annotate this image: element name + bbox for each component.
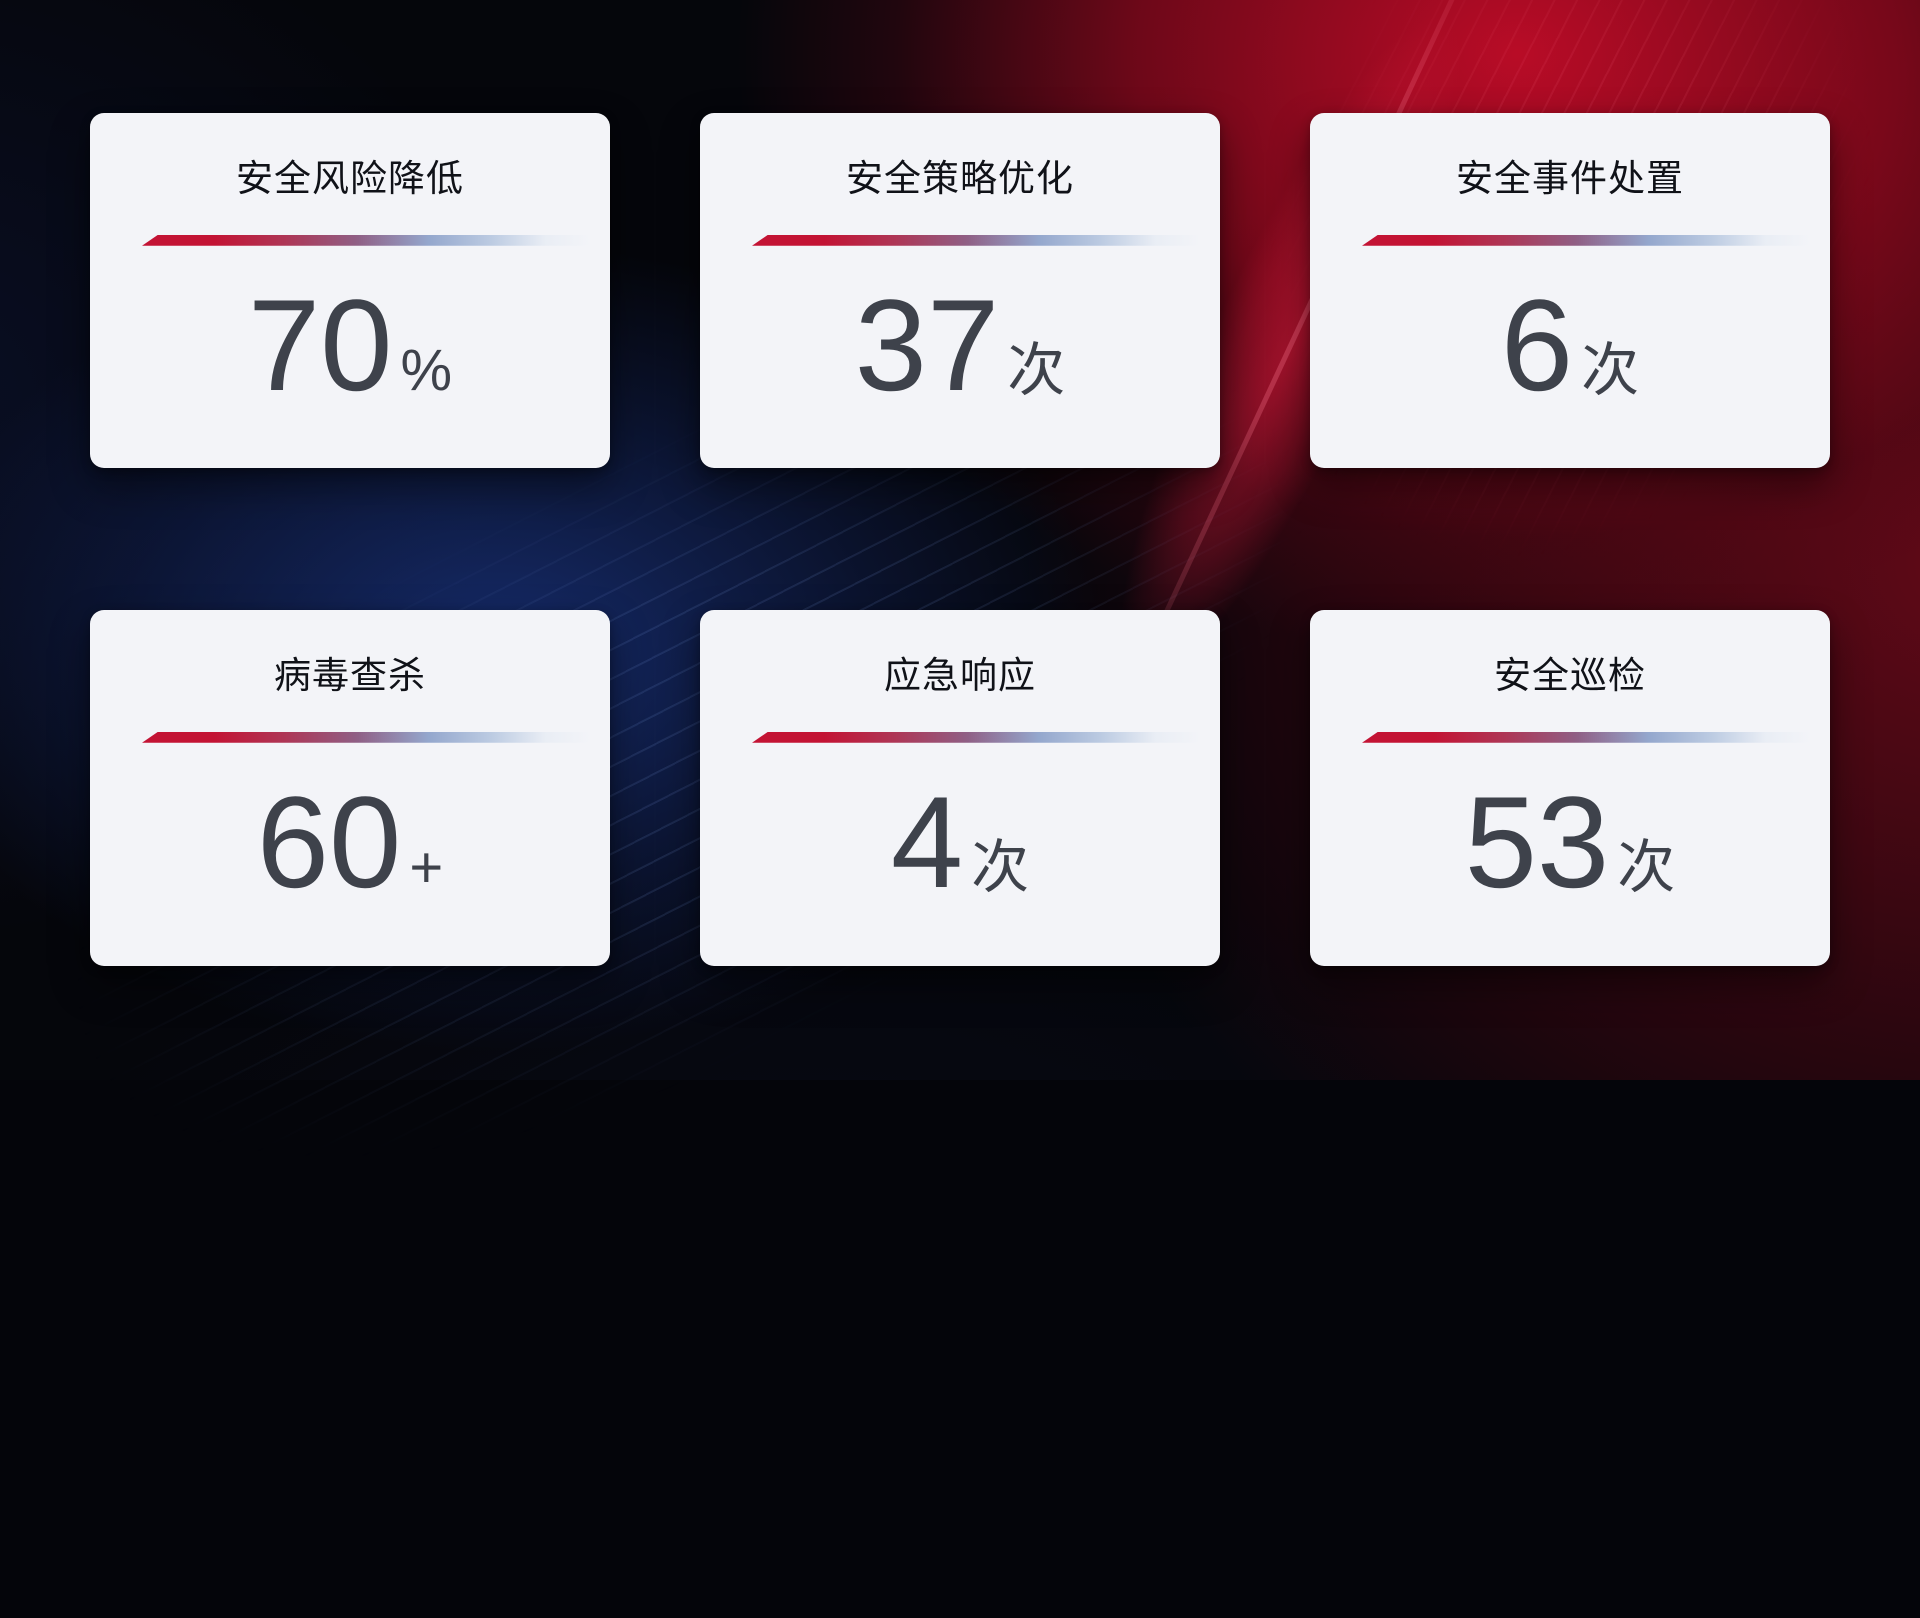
stat-unit: 次	[971, 834, 1030, 900]
stat-unit: 次	[1617, 834, 1676, 900]
stat-value: 6	[1500, 271, 1574, 418]
stat-value-row: 70 %	[248, 280, 452, 410]
stat-value-row: 60 +	[257, 777, 443, 907]
stat-value-row: 37 次	[855, 280, 1066, 410]
stat-card-security-inspection: 安全巡检 53 次	[1310, 610, 1830, 966]
stat-card-incident-handling: 安全事件处置 6 次	[1310, 113, 1830, 468]
divider-accent-line	[142, 234, 590, 246]
stat-value-row: 6 次	[1501, 280, 1639, 410]
stat-unit: +	[409, 834, 444, 900]
stat-unit: %	[400, 337, 453, 403]
stat-value: 4	[890, 768, 964, 915]
stat-card-title: 安全风险降低	[236, 158, 464, 199]
stat-card-risk-reduction: 安全风险降低 70 %	[90, 113, 610, 468]
stat-card-title: 病毒查杀	[274, 655, 426, 696]
stat-card-title: 安全巡检	[1494, 655, 1646, 696]
divider-accent-line	[142, 731, 590, 743]
stat-card-policy-optimization: 安全策略优化 37 次	[700, 113, 1220, 468]
stat-value: 53	[1464, 768, 1610, 915]
stat-value: 60	[256, 768, 402, 915]
stat-value-row: 4 次	[891, 777, 1029, 907]
stat-value-row: 53 次	[1465, 777, 1676, 907]
divider-accent-line	[1362, 731, 1810, 743]
divider-accent-line	[1362, 234, 1810, 246]
stat-unit: 次	[1007, 337, 1066, 403]
stat-card-virus-scan: 病毒查杀 60 +	[90, 610, 610, 966]
kpi-cards-grid: 安全风险降低 70 % 安全策略优化 37 次 安全事件处置 6 次 病毒查杀 …	[90, 113, 1830, 966]
divider-accent-line	[752, 234, 1200, 246]
stat-card-title: 安全策略优化	[846, 158, 1074, 199]
stat-unit: 次	[1581, 337, 1640, 403]
stat-value: 37	[854, 271, 1000, 418]
stat-card-title: 应急响应	[884, 655, 1036, 696]
divider-accent-line	[752, 731, 1200, 743]
stat-card-emergency-response: 应急响应 4 次	[700, 610, 1220, 966]
stat-value: 70	[247, 271, 393, 418]
stat-card-title: 安全事件处置	[1456, 158, 1684, 199]
